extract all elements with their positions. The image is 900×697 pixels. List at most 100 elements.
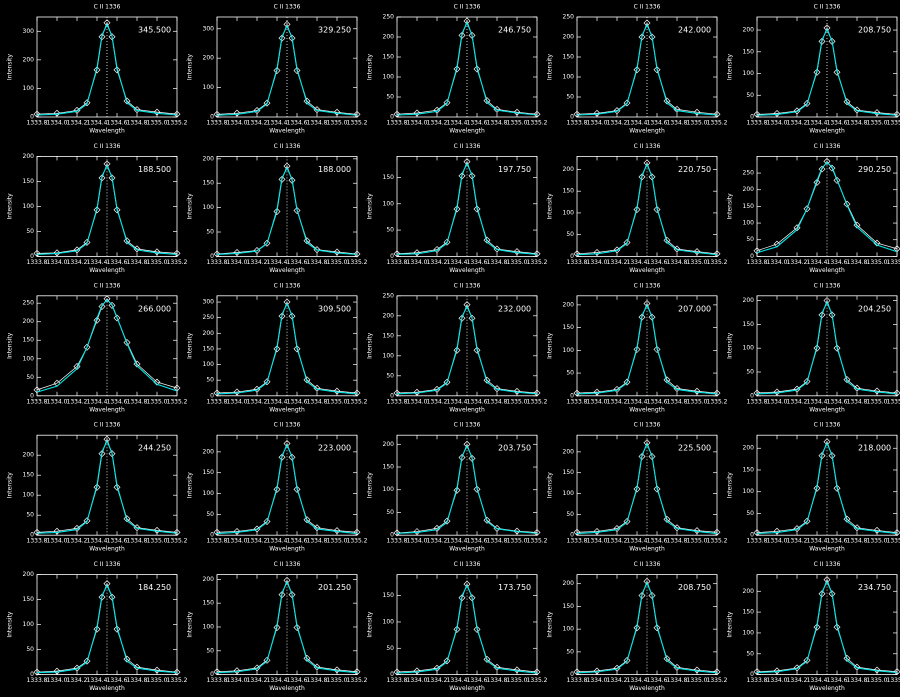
panel: C II 1336 Wavelength Intensity 1333.8 1334.0… — [7, 4, 188, 135]
data-point — [803, 378, 811, 386]
x-tick-label: 1334.0 — [47, 120, 68, 127]
y-tick-label: 100 — [203, 490, 215, 497]
y-tick-label: 100 — [383, 74, 395, 81]
x-tick-label: 1335.0 — [687, 677, 708, 684]
data-point — [593, 388, 601, 396]
x-tick-label: 1334.0 — [47, 398, 68, 405]
y-tick-label: 100 — [743, 220, 755, 227]
y-axis-label: Intensity — [367, 472, 374, 499]
x-tick-label: 1334.0 — [227, 538, 248, 545]
x-tick-label: 1334.6 — [827, 677, 848, 684]
annotation: 244.250 — [138, 444, 171, 453]
panel: C II 1336 Wavelength Intensity 1333.8 1334.0… — [187, 143, 368, 274]
y-tick-label: 200 — [203, 55, 215, 62]
x-tick-label: 1334.4 — [87, 538, 108, 545]
x-axis-label: Wavelength — [629, 128, 665, 135]
x-axis-label: Wavelength — [449, 267, 485, 274]
data-point — [293, 345, 301, 353]
y-tick-label: 100 — [23, 492, 35, 499]
x-tick-label: 1335.0 — [327, 398, 348, 405]
data-line — [576, 21, 718, 115]
data-point — [533, 528, 541, 536]
data-point — [278, 175, 286, 183]
x-tick-label: 1333.8 — [567, 398, 588, 405]
x-tick-label: 1333.8 — [387, 677, 408, 684]
data-point — [623, 517, 631, 525]
x-tick-label: 1334.4 — [627, 677, 648, 684]
data-point — [293, 623, 301, 631]
data-point — [93, 483, 101, 491]
data-point — [533, 668, 541, 676]
annotation: 204.250 — [858, 304, 891, 313]
x-axis-label: Wavelength — [449, 406, 485, 413]
y-tick-label: 200 — [203, 330, 215, 337]
y-tick-label: 50 — [386, 645, 394, 652]
data-point — [713, 110, 721, 118]
x-axis-label: Wavelength — [809, 267, 845, 274]
y-tick-label: 0 — [390, 671, 394, 678]
x-tick-label: 1334.0 — [407, 398, 428, 405]
panel-title: C II 1336 — [814, 143, 841, 150]
y-axis-label: Intensity — [367, 332, 374, 359]
x-tick-label: 1335.0 — [147, 398, 168, 405]
y-tick-label: 150 — [383, 174, 395, 181]
x-tick-label: 1333.8 — [387, 120, 408, 127]
x-tick-label: 1333.8 — [567, 120, 588, 127]
data-point — [633, 345, 641, 353]
data-point — [273, 67, 281, 75]
x-tick-label: 1334.0 — [407, 677, 428, 684]
panel-title: C II 1336 — [94, 143, 121, 150]
data-point — [273, 623, 281, 631]
data-point — [353, 250, 361, 258]
data-point — [393, 668, 401, 676]
x-tick-label: 1335.2 — [887, 398, 900, 405]
x-tick-label: 1334.2 — [787, 398, 808, 405]
data-point — [818, 311, 826, 319]
annotation: 223.000 — [318, 444, 351, 453]
data-point — [663, 236, 671, 244]
x-tick-label: 1334.0 — [47, 259, 68, 266]
x-tick-label: 1335.2 — [527, 259, 548, 266]
data-point — [753, 668, 761, 676]
data-point — [828, 452, 836, 460]
data-line — [756, 299, 898, 394]
panel-title: C II 1336 — [814, 282, 841, 289]
data-point — [83, 238, 91, 246]
data-line — [216, 579, 358, 673]
data-point — [463, 580, 471, 588]
y-tick-label: 150 — [23, 178, 35, 185]
y-tick-label: 0 — [30, 392, 34, 399]
data-point — [353, 528, 361, 536]
data-point — [333, 387, 341, 395]
data-point — [108, 33, 116, 41]
x-tick-label: 1335.2 — [167, 677, 188, 684]
x-tick-label: 1335.0 — [507, 538, 528, 545]
y-tick-label: 0 — [570, 253, 574, 260]
data-point — [753, 389, 761, 397]
y-tick-label: 0 — [570, 532, 574, 539]
data-point — [893, 245, 900, 253]
data-point — [213, 668, 221, 676]
x-tick-label: 1334.6 — [107, 398, 128, 405]
data-point — [353, 668, 361, 676]
data-line — [756, 440, 898, 533]
data-point — [753, 247, 761, 255]
data-point — [813, 344, 821, 352]
x-tick-label: 1335.0 — [147, 677, 168, 684]
y-axis-label: Intensity — [727, 472, 734, 499]
y-tick-label: 150 — [383, 332, 395, 339]
y-tick-label: 150 — [563, 188, 575, 195]
x-axis-label: Wavelength — [269, 267, 305, 274]
data-point — [873, 666, 881, 674]
y-tick-label: 100 — [383, 618, 395, 625]
y-tick-label: 150 — [743, 48, 755, 55]
fit-line — [396, 584, 538, 674]
panel: C II 1336 Wavelength Intensity 1333.8 1334.0… — [7, 561, 188, 692]
data-point — [153, 248, 161, 256]
data-point — [633, 205, 641, 213]
data-point — [93, 66, 101, 74]
data-point — [843, 98, 851, 106]
data-point — [413, 388, 421, 396]
x-tick-label: 1334.6 — [467, 120, 488, 127]
